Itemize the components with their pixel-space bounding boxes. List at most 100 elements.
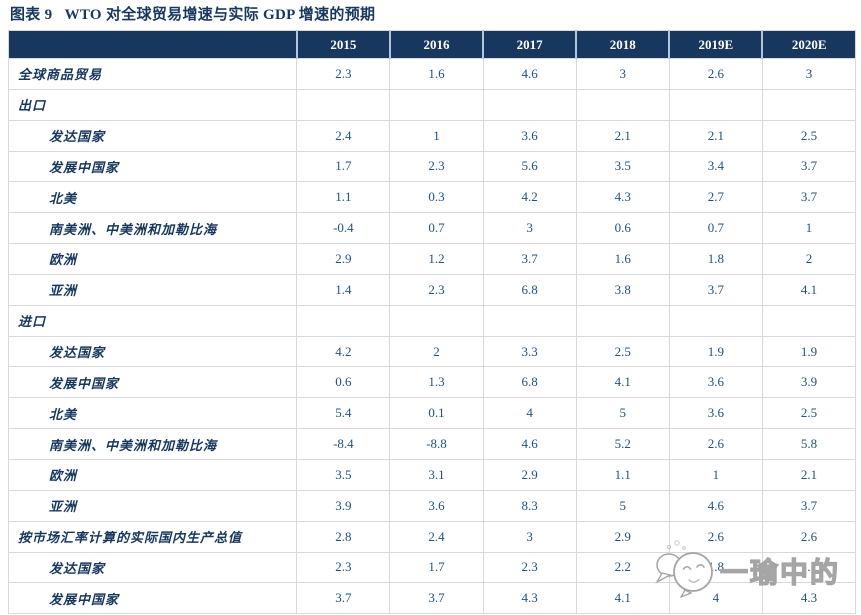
value-cell: -8.4 [296,428,391,460]
value-cell: 1.1 [296,181,391,214]
row-label: 发展中国家 [7,366,298,399]
value-cell: 3.7 [482,243,577,275]
value-cell: 5.2 [575,428,670,460]
value-cell: 2.6 [761,520,857,553]
value-cell: 2.9 [575,520,670,553]
value-cell: 3.7 [668,273,763,306]
table-row: 亚洲 1.4 2.3 6.8 3.8 3.7 4.1 [7,273,857,306]
value-cell: 2.4 [389,520,484,553]
value-cell: 1.7 [296,150,391,183]
value-cell: 2 [389,335,484,368]
value-cell: 3.7 [761,489,857,522]
year-column-header: 2020E [761,30,856,59]
table-body: 全球商品贸易 2.3 1.6 4.6 3 2.6 3 出口 发达国家 2.4 1 3.6 2.1 2.1 2… [7,58,857,615]
year-column-header: 2015 [295,30,390,59]
value-cell: 1.4 [296,273,391,306]
row-label: 发展中国家 [7,582,298,615]
value-cell: 3 [482,520,577,553]
row-label: 按市场汇率计算的实际国内生产总值 [7,520,298,553]
value-cell: 1.3 [389,366,484,399]
row-label: 发达国家 [7,551,298,584]
value-cell: 4.2 [296,335,391,368]
value-cell: 1.9 [668,335,763,368]
value-cell: 3.9 [296,489,391,522]
value-cell: 2.3 [296,58,391,90]
value-cell: 1 [761,212,857,245]
table-row: 北美 1.1 0.3 4.2 4.3 2.7 3.7 [7,181,857,214]
value-cell: 5.4 [296,397,391,430]
value-cell [296,88,391,121]
value-cell [389,304,484,337]
row-label: 出口 [7,88,298,121]
value-cell: 1.7 [389,551,484,584]
value-cell: 2.1 [668,119,763,152]
value-cell: 1.6 [575,243,670,275]
value-cell [296,304,391,337]
table-row: 欧洲 2.9 1.2 3.7 1.6 1.8 2 [7,243,857,275]
value-cell: 4.1 [575,582,670,615]
row-label: 亚洲 [7,489,298,522]
value-cell: 1.8 [668,243,763,275]
value-cell: 2.9 [296,243,391,275]
row-label: 进口 [7,304,298,337]
table-row: 进口 [7,304,857,337]
table-row: 北美 5.4 0.1 4 5 3.6 2.5 [7,397,857,430]
value-cell: 3.7 [761,150,857,183]
value-cell: 1.7 [761,551,857,584]
value-cell: 2.1 [761,458,857,491]
value-cell: 2.6 [668,58,763,90]
row-label: 南美洲、中美洲和加勒比海 [7,428,298,460]
table-row: 发达国家 2.3 1.7 2.3 2.2 1.8 1.7 [7,551,857,584]
value-cell [482,88,577,121]
value-cell [575,304,670,337]
value-cell: 3.8 [575,273,670,306]
value-cell: 6.8 [482,273,577,306]
value-cell: 4 [668,582,763,615]
value-cell: 3.9 [761,366,857,399]
value-cell: 4.1 [761,273,857,306]
value-cell [761,304,857,337]
row-label: 全球商品贸易 [7,58,298,90]
table-row: 南美洲、中美洲和加勒比海 -0.4 0.7 3 0.6 0.7 1 [7,212,857,245]
value-cell: 2.5 [761,397,857,430]
value-cell: 0.7 [389,212,484,245]
value-cell: 1.1 [575,458,670,491]
value-cell: 2.3 [296,551,391,584]
row-label: 欧洲 [7,243,298,275]
value-cell: 3.6 [482,119,577,152]
value-cell: 1 [668,458,763,491]
value-cell: 2.6 [668,520,763,553]
value-cell: 1.6 [389,58,484,90]
table-row: 全球商品贸易 2.3 1.6 4.6 3 2.6 3 [7,58,857,90]
row-label: 北美 [7,181,298,214]
row-label: 发达国家 [7,335,298,368]
table-row: 出口 [7,88,857,121]
value-cell: 0.3 [389,181,484,214]
value-cell: 0.6 [575,212,670,245]
value-cell: 0.6 [296,366,391,399]
value-cell: -0.4 [296,212,391,245]
value-cell [761,88,857,121]
table-row: 发达国家 2.4 1 3.6 2.1 2.1 2.5 [7,119,857,152]
value-cell: 0.1 [389,397,484,430]
value-cell: 2.3 [482,551,577,584]
value-cell: 2.3 [389,150,484,183]
value-cell: 3.7 [389,582,484,615]
value-cell: 3.7 [761,181,857,214]
value-cell: 4.6 [482,428,577,460]
value-cell: 5.8 [761,428,857,460]
value-cell: 3 [482,212,577,245]
table-row: 按市场汇率计算的实际国内生产总值 2.8 2.4 3 2.9 2.6 2.6 [7,520,857,553]
value-cell: 3.4 [668,150,763,183]
row-label: 南美洲、中美洲和加勒比海 [7,212,298,245]
row-label: 发达国家 [7,119,298,152]
year-column-header: 2017 [482,30,577,59]
value-cell: 2.5 [761,119,857,152]
value-cell: 3.6 [668,366,763,399]
value-cell: 3.5 [296,458,391,491]
value-cell: 3.1 [389,458,484,491]
value-cell: 2.8 [296,520,391,553]
value-cell: 2 [761,243,857,275]
table-row: 发展中国家 1.7 2.3 5.6 3.5 3.4 3.7 [7,150,857,183]
value-cell: -8.8 [389,428,484,460]
